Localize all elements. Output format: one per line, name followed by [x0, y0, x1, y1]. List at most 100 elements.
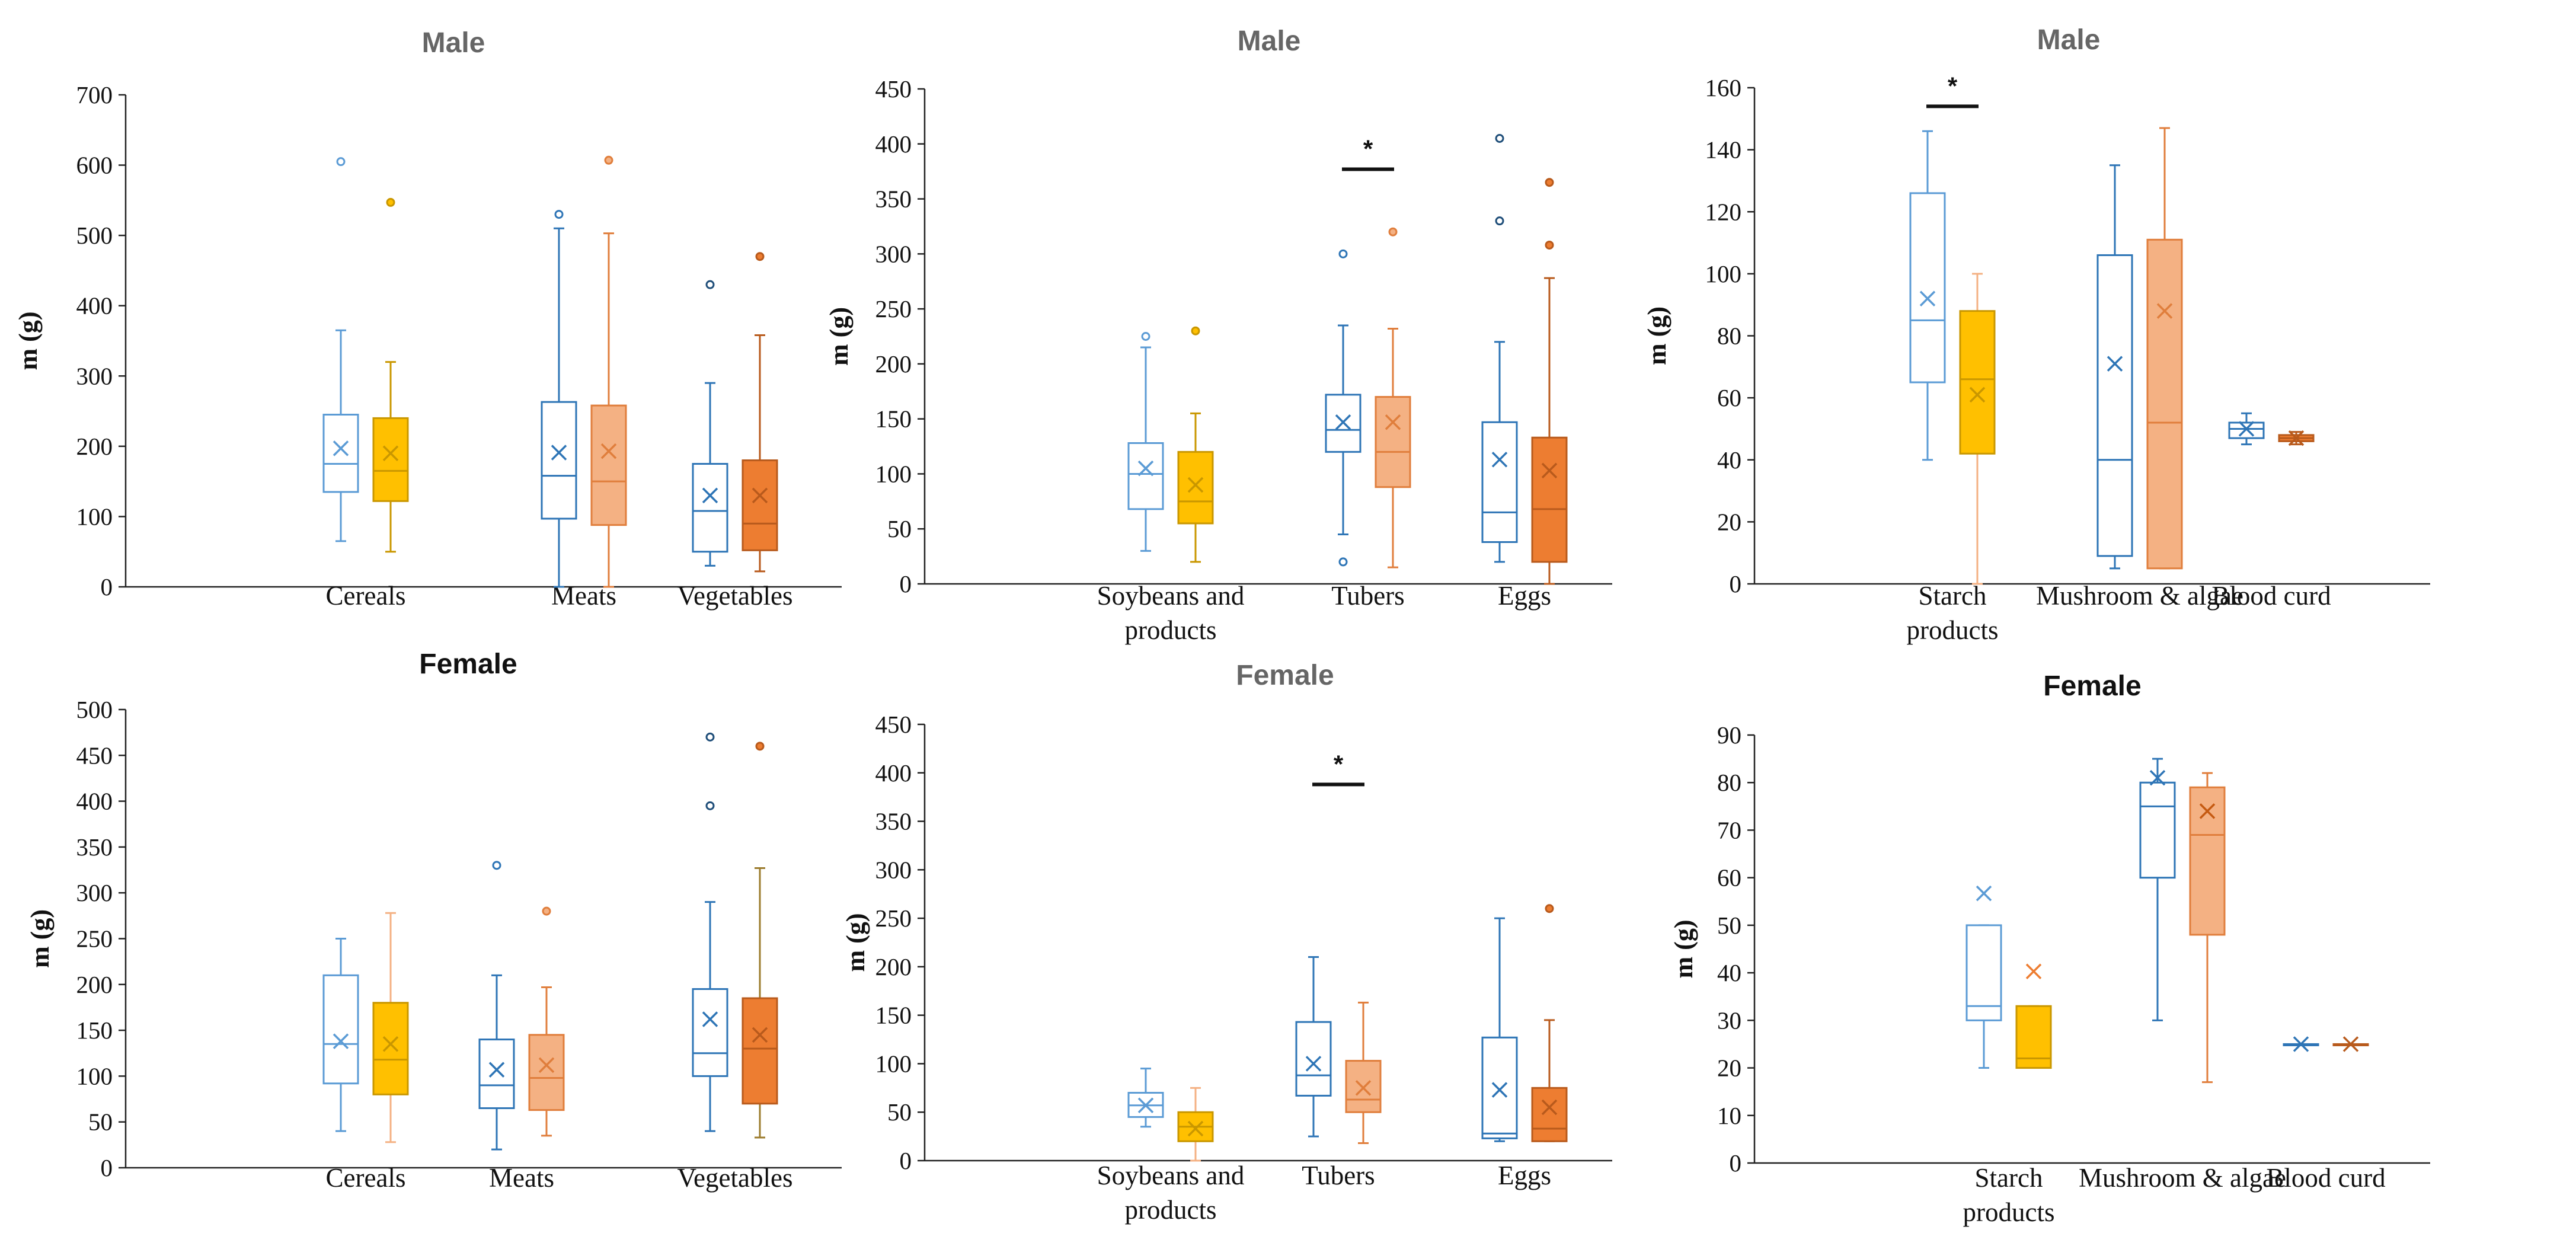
category-label: Eggs: [1498, 581, 1551, 611]
box: [1959, 310, 1996, 455]
box-series-1: [1325, 249, 1361, 567]
mean-marker: [1335, 414, 1351, 430]
mean-marker: [1137, 1097, 1154, 1114]
y-tick-label: 60: [1717, 384, 1741, 411]
mean-marker: [752, 1027, 768, 1043]
box: [541, 401, 577, 520]
y-tick-label: 400: [875, 759, 912, 787]
y-tick-label: 140: [1705, 136, 1742, 164]
y-tick-label: 400: [76, 292, 113, 320]
category-label: Starch: [1975, 1163, 2043, 1193]
box: [1375, 396, 1411, 488]
chart-title: Female: [419, 648, 517, 680]
box-series-1: [322, 157, 359, 542]
category-label: Meats: [489, 1163, 554, 1193]
y-tick-label: 450: [875, 711, 912, 738]
outlier-point: [1545, 178, 1554, 187]
category-label: Cereals: [326, 581, 406, 611]
box-series-2: [2278, 430, 2315, 446]
box-series-2: [742, 742, 778, 1139]
outlier-point: [1495, 216, 1504, 226]
box-series-1: [1965, 885, 2002, 1069]
box-series-2: [1959, 273, 1996, 585]
significance-star: *: [1948, 72, 1958, 100]
y-tick-label: 0: [1730, 570, 1742, 598]
outlier-point: [705, 801, 715, 810]
y-axis-label: m (g): [14, 312, 43, 370]
box: [692, 988, 728, 1077]
mean-marker: [1137, 460, 1154, 477]
y-tick-label: 50: [88, 1108, 113, 1136]
box-series-1: [692, 732, 728, 1132]
category-label: Mushroom & algae: [2036, 581, 2243, 611]
y-tick-label: 20: [1717, 1055, 1741, 1082]
y-tick-label: 200: [875, 350, 912, 378]
chart-title: Male: [1238, 25, 1301, 57]
y-tick-label: 450: [76, 742, 113, 769]
box: [1481, 1036, 1518, 1139]
mean-marker: [2025, 963, 2042, 979]
box-series-2: [1375, 227, 1411, 568]
y-tick-label: 80: [1717, 769, 1741, 796]
category-label: Tubers: [1331, 581, 1404, 611]
box-series-1: [2096, 164, 2133, 570]
panel-6: Female m (g) 0 10 20 30 40 50 60 70 80 90 Starch prod…: [1669, 670, 2430, 1227]
box: [1127, 442, 1164, 510]
category-label: Eggs: [1498, 1161, 1551, 1190]
mean-marker: [1541, 1099, 1558, 1116]
y-axis-label: m (g): [841, 913, 870, 972]
y-tick-label: 60: [1717, 864, 1741, 892]
box-series-2: [2332, 1036, 2369, 1052]
y-tick-label: 350: [875, 808, 912, 835]
outlier-point: [1338, 557, 1348, 567]
mean-marker: [1187, 477, 1204, 493]
y-tick-label: 120: [1705, 198, 1742, 225]
box: [1295, 1021, 1332, 1097]
outlier-point: [492, 861, 501, 870]
box-series-1: [2139, 758, 2176, 1021]
mean-marker: [702, 1011, 718, 1027]
y-tick-label: 160: [1705, 74, 1742, 101]
outlier-point: [755, 252, 765, 261]
outlier-point: [542, 906, 551, 916]
y-tick-label: 0: [1730, 1149, 1742, 1177]
category-label: Meats: [551, 581, 616, 611]
box-series-2: [372, 912, 409, 1143]
outlier-point: [1141, 332, 1150, 341]
panel-4: Female m (g) 0 50 100 150 200 250 300 350 400 450 50…: [25, 648, 842, 1193]
outlier-point: [1191, 326, 1200, 336]
outlier-point: [755, 742, 765, 751]
y-tick-label: 600: [76, 152, 113, 179]
mean-marker: [1385, 414, 1401, 430]
mean-marker: [2156, 303, 2173, 319]
box-series-2: [528, 906, 565, 1137]
box: [372, 417, 409, 502]
chart-title: Female: [2043, 670, 2141, 702]
significance-star: *: [1334, 750, 1344, 778]
box: [2096, 254, 2133, 557]
y-tick-label: 100: [76, 503, 113, 530]
box: [2228, 421, 2265, 439]
y-tick-label: 400: [76, 788, 113, 815]
outlier-point: [1545, 240, 1554, 250]
mean-marker: [2288, 430, 2305, 446]
box: [322, 414, 359, 493]
y-tick-label: 350: [76, 833, 113, 861]
y-tick-label: 250: [76, 925, 113, 953]
box: [2146, 238, 2183, 570]
box-series-2: [2146, 127, 2183, 570]
y-axis-label: m (g): [1642, 306, 1671, 365]
y-tick-label: 150: [875, 405, 912, 433]
mean-marker: [752, 487, 768, 504]
y-tick-label: 0: [101, 573, 113, 600]
box-series-2: [2189, 772, 2226, 1084]
box: [1481, 421, 1518, 543]
y-tick-label: 200: [76, 433, 113, 460]
mean-marker: [551, 445, 567, 461]
category-label: Vegetables: [677, 581, 793, 611]
box: [1965, 924, 2002, 1021]
box-series-2: [2015, 963, 2052, 1069]
mean-marker: [382, 1036, 399, 1052]
category-label: products: [1963, 1197, 2055, 1227]
panel-5: Female m (g) 0 50 100 150 200 250 300 350 400 450 So…: [841, 660, 1612, 1225]
